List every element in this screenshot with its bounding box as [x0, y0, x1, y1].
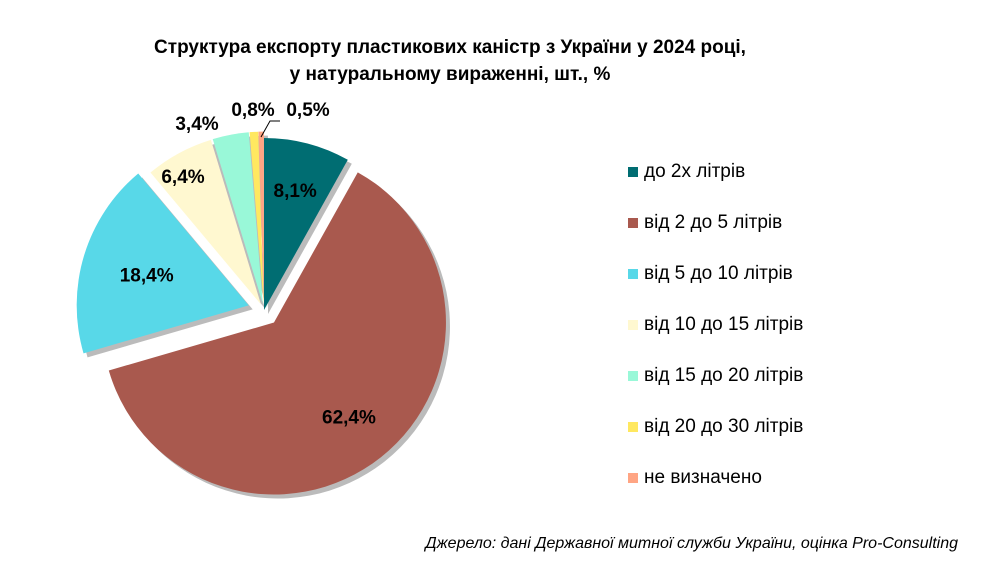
leader-line	[260, 120, 280, 138]
pie-slice	[264, 138, 348, 310]
pie-slice	[108, 172, 446, 495]
data-label: 62,4%	[322, 408, 376, 429]
pie-slice	[150, 139, 261, 305]
chart-title: Структура експорту пластикових каністр з…	[154, 37, 746, 85]
legend-item: від 20 до 30 літрів	[628, 401, 803, 452]
legend-label: до 2х літрів	[644, 160, 746, 182]
source-note: Джерело: дані Державної митної служби Ук…	[425, 535, 958, 552]
legend-swatch	[628, 421, 638, 432]
legend-item: від 2 до 5 літрів	[628, 197, 803, 248]
legend-swatch	[628, 166, 638, 177]
data-label: 18,4%	[120, 265, 174, 286]
legend-swatch	[628, 370, 638, 381]
pie-slice	[258, 131, 264, 304]
legend-item: від 10 до 15 літрів	[628, 299, 803, 350]
data-label: 3,4%	[175, 114, 218, 135]
legend-swatch	[628, 319, 638, 330]
legend-item: до 2х літрів	[628, 146, 803, 197]
legend: до 2х літрів від 2 до 5 літрів від 5 до 10…	[628, 146, 803, 503]
legend-item: не визначено	[628, 452, 803, 503]
data-label: 0,8%	[231, 100, 274, 121]
legend-label: від 5 до 10 літрів	[644, 262, 793, 284]
legend-swatch	[628, 268, 638, 279]
legend-swatch	[628, 472, 638, 483]
pie-slice	[212, 132, 263, 304]
pie-slice	[249, 131, 264, 304]
legend-label: від 2 до 5 літрів	[644, 211, 783, 233]
data-label: 6,4%	[161, 167, 204, 188]
legend-label: від 10 до 15 літрів	[644, 313, 804, 335]
data-label: 8,1%	[274, 181, 317, 202]
legend-label: не визначено	[644, 466, 762, 488]
pie-slice	[76, 173, 249, 354]
legend-item: від 15 до 20 літрів	[628, 350, 803, 401]
legend-item: від 5 до 10 літрів	[628, 248, 803, 299]
legend-label: від 15 до 20 літрів	[644, 364, 804, 386]
legend-swatch	[628, 217, 638, 228]
data-label: 0,5%	[286, 100, 329, 121]
legend-label: від 20 до 30 літрів	[644, 415, 804, 437]
